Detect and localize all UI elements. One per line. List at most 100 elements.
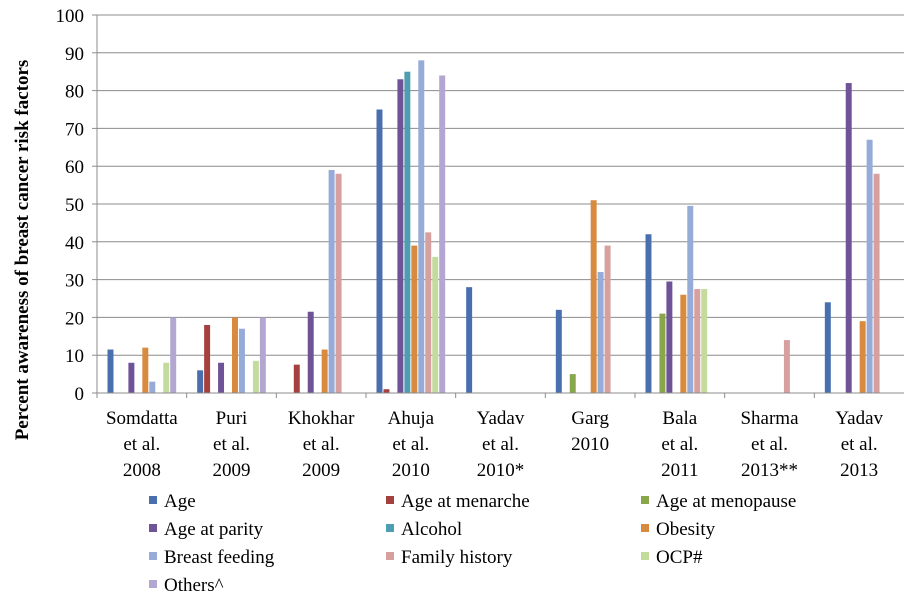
x-category-label: Somdatta [106, 408, 178, 429]
legend-swatch [149, 496, 157, 504]
bar [701, 289, 708, 393]
bar [411, 245, 418, 393]
bar [824, 302, 831, 393]
y-tick-label: 100 [56, 6, 85, 27]
x-category-label: et al. [482, 434, 519, 455]
legend-swatch [149, 580, 157, 588]
x-category-label: et al. [213, 434, 250, 455]
bar [666, 281, 673, 393]
legend-label: Alcohol [401, 519, 462, 540]
bar [873, 173, 880, 393]
y-axis-ticks: 0 10 20 30 40 50 60 70 80 90 100 [56, 6, 97, 405]
legend-swatch [641, 552, 649, 560]
x-category-label: Garg [571, 408, 609, 429]
bar [645, 234, 652, 393]
bar [590, 200, 597, 393]
bar [259, 317, 266, 393]
x-category-label: Bala [662, 408, 697, 429]
x-category-label: Puri [216, 408, 248, 429]
x-category-label: et al. [751, 434, 788, 455]
y-tick-label: 20 [65, 308, 84, 329]
bar [866, 139, 873, 393]
x-category-label: Yadav [477, 408, 525, 429]
x-category-label: 2010 [571, 434, 609, 455]
bar [335, 173, 342, 393]
bar [293, 364, 300, 393]
bar [687, 205, 694, 393]
bar [163, 362, 170, 393]
x-category-label: 2011 [661, 460, 698, 481]
legend-swatch [386, 496, 394, 504]
bar [376, 109, 383, 393]
x-axis-category-labels: Somdatta et al. 2008 Puri et al. 2009 Khokhar e… [106, 408, 884, 481]
bar [432, 256, 439, 393]
legend-swatch [149, 552, 157, 560]
legend-label: Family history [401, 547, 513, 568]
x-category-label: 2013 [840, 460, 878, 481]
bar [328, 169, 335, 393]
bar [404, 71, 411, 393]
legend-swatch [641, 524, 649, 532]
x-category-label: et al. [841, 434, 878, 455]
bar [397, 79, 404, 393]
bar [439, 75, 446, 393]
legend-label: Obesity [656, 519, 716, 540]
legend-swatch [386, 552, 394, 560]
bar [383, 389, 390, 393]
bar [569, 374, 576, 393]
bar [680, 294, 687, 393]
legend-swatch [149, 524, 157, 532]
bar [204, 324, 211, 393]
legend-swatch [641, 496, 649, 504]
bar [128, 362, 135, 393]
x-category-label: 2009 [302, 460, 340, 481]
x-category-label: et al. [303, 434, 340, 455]
legend-label: Others^ [164, 575, 224, 596]
y-tick-label: 40 [65, 233, 84, 254]
bar [418, 60, 425, 394]
gridlines [97, 14, 904, 356]
legend-label: OCP# [656, 547, 703, 568]
x-category-label: et al. [661, 434, 698, 455]
legend-label: Age at menopause [656, 491, 796, 512]
bar [252, 360, 259, 393]
bar [307, 311, 314, 393]
bars [96, 60, 880, 398]
x-category-label: 2009 [213, 460, 251, 481]
bar [659, 313, 666, 393]
bar [232, 317, 238, 393]
legend-swatch [386, 524, 394, 532]
bar [466, 287, 473, 393]
y-tick-label: 90 [65, 44, 84, 65]
y-tick-label: 70 [65, 119, 84, 140]
bar [149, 381, 156, 393]
y-tick-label: 50 [65, 195, 84, 216]
legend: Age Age at menarche Age at menopause Age at… [149, 491, 796, 596]
x-category-label: et al. [392, 434, 429, 455]
bar [783, 340, 790, 393]
legend-label: Breast feeding [164, 547, 275, 568]
bar [597, 272, 604, 393]
legend-label: Age at parity [164, 519, 264, 540]
x-category-label: 2013** [741, 460, 798, 481]
bar [845, 83, 852, 393]
x-category-label: Ahuja [388, 408, 435, 429]
y-tick-label: 0 [75, 384, 85, 405]
y-tick-label: 30 [65, 271, 84, 292]
x-category-label: Sharma [740, 408, 799, 429]
bar [694, 289, 701, 393]
bar [218, 362, 225, 393]
bar [170, 317, 177, 393]
x-category-label: 2008 [123, 460, 161, 481]
y-tick-label: 80 [65, 82, 84, 103]
bar [107, 349, 114, 393]
bar [321, 349, 328, 393]
legend-label: Age [164, 491, 196, 512]
bar [604, 245, 611, 393]
x-category-label: Khokhar [288, 408, 355, 429]
x-category-label: 2010* [477, 460, 525, 481]
y-axis-title: Percent awareness of breast cancer risk … [12, 60, 33, 441]
bar [859, 321, 866, 393]
x-category-label: et al. [123, 434, 160, 455]
